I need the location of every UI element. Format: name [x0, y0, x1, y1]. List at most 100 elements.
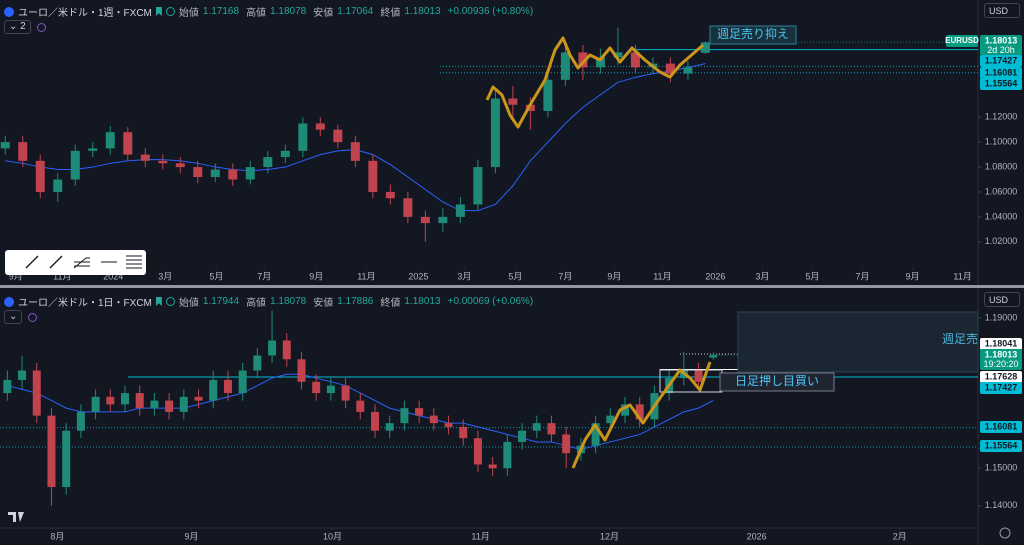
candle-body	[297, 359, 306, 382]
candle-body	[700, 42, 710, 53]
currency-select[interactable]: USD	[984, 292, 1020, 307]
candle-body	[298, 123, 308, 151]
x-tick-label: 11月	[471, 531, 489, 541]
candle-body	[245, 167, 255, 180]
flag-icon	[155, 297, 162, 306]
candle-body	[210, 169, 220, 178]
y-tick-label: 1.10000	[985, 137, 1018, 147]
y-tick-label: 1.04000	[985, 211, 1018, 221]
candle-body	[165, 400, 174, 412]
x-tick-label: 9月	[906, 271, 920, 281]
candle-body	[473, 438, 482, 465]
y-tick-label: 1.12000	[985, 112, 1018, 122]
indicator-toggle[interactable]: ⌄	[4, 310, 23, 324]
header: ユーロ／米ドル・1週・FXCM 始値 1.17168 高値 1.18078 安値 1.170…	[4, 4, 536, 19]
symbol-tag	[946, 35, 978, 47]
tool-lines[interactable]	[126, 255, 142, 269]
candle-body	[400, 408, 409, 424]
y-tick-label: 1.19000	[985, 312, 1018, 322]
candle-body	[238, 370, 247, 394]
candle-body	[123, 132, 133, 155]
ohlc-value: 1.17168	[202, 6, 240, 17]
candle-body	[595, 57, 605, 68]
candle-body	[105, 132, 115, 149]
pane-divider[interactable]	[0, 285, 1024, 288]
x-tick-label: 11月	[653, 271, 671, 281]
trend-drawing[interactable]	[485, 36, 704, 129]
annotation-box[interactable]	[719, 372, 835, 392]
candle-body	[518, 430, 527, 442]
candle-body	[140, 154, 150, 161]
symbol-icon	[4, 296, 14, 307]
x-tick-label: 7月	[257, 271, 271, 281]
candle-body	[613, 52, 623, 58]
drawing-toolbar	[5, 250, 146, 275]
candle-body	[525, 104, 535, 111]
candle-body	[32, 370, 41, 416]
annotation: 週足売り抑え	[717, 26, 789, 41]
candle-body	[135, 393, 144, 409]
zone-box[interactable]	[737, 311, 979, 373]
indicator-icon[interactable]	[36, 22, 46, 32]
candle-body	[228, 169, 238, 180]
candle-body	[268, 340, 277, 356]
candle-body	[429, 415, 438, 424]
price-tag-value: 1.16081	[985, 67, 1018, 77]
candle-body	[438, 216, 448, 224]
candle-body	[209, 379, 218, 401]
candle-body	[562, 434, 571, 454]
candle-body	[312, 381, 321, 394]
price-tag	[980, 55, 1022, 67]
price-tag-value: 1.18041	[985, 338, 1018, 348]
y-tick-label: 1.14000	[985, 500, 1018, 510]
ohlc-label: 安値	[313, 8, 334, 19]
x-tick-label: 3月	[457, 271, 471, 281]
symbol-title: ユーロ／米ドル・1週・FXCM	[18, 8, 152, 19]
x-tick-label: 3月	[755, 271, 769, 281]
ohlc-label: 終値	[380, 8, 401, 19]
price-tag	[980, 349, 1022, 370]
annotation-box[interactable]	[709, 25, 797, 45]
candle-body	[150, 400, 159, 409]
x-tick-label: 5月	[805, 271, 819, 281]
candle-body	[532, 423, 541, 431]
x-tick-label: 7月	[855, 271, 869, 281]
candle-body	[490, 98, 500, 168]
currency-select[interactable]: USD	[984, 3, 1020, 18]
candle-body	[621, 404, 629, 416]
candle-body	[194, 396, 203, 401]
candle-body	[158, 160, 168, 164]
tool-ray[interactable]	[49, 255, 63, 269]
x-tick-label: 5月	[508, 271, 522, 281]
candle-body	[62, 430, 71, 488]
y-tick-label: 1.15000	[985, 463, 1018, 473]
logo	[8, 512, 24, 522]
settings-icon[interactable]	[999, 527, 1011, 539]
x-tick-label: 2025	[408, 271, 428, 281]
price-tag	[980, 35, 1022, 56]
x-tick-label: 2026	[747, 531, 767, 541]
candle-body	[91, 396, 100, 412]
indicator-icon[interactable]	[28, 312, 38, 322]
candle-body	[280, 150, 290, 158]
x-tick-label: 7月	[558, 271, 572, 281]
indicator-toggle[interactable]: ⌄ 2	[4, 20, 31, 34]
candle-body	[368, 160, 378, 192]
candle-body	[444, 423, 453, 427]
candle-body	[223, 379, 232, 394]
price-tag-value: 1.17427	[985, 55, 1018, 65]
candle-body	[459, 426, 468, 439]
tool-trendline[interactable]	[25, 255, 39, 269]
annotation: 週足売	[942, 331, 978, 346]
tool-fib[interactable]	[73, 257, 90, 269]
candle-body	[35, 160, 45, 192]
symbol-tag-label: EURUSD	[945, 36, 979, 45]
y-tick-label: 1.08000	[985, 161, 1018, 171]
candle-body	[53, 179, 63, 192]
x-tick-label: 9月	[309, 271, 323, 281]
candle-body	[488, 464, 497, 469]
trend-drawing[interactable]	[571, 361, 712, 469]
candle-body	[455, 204, 465, 217]
